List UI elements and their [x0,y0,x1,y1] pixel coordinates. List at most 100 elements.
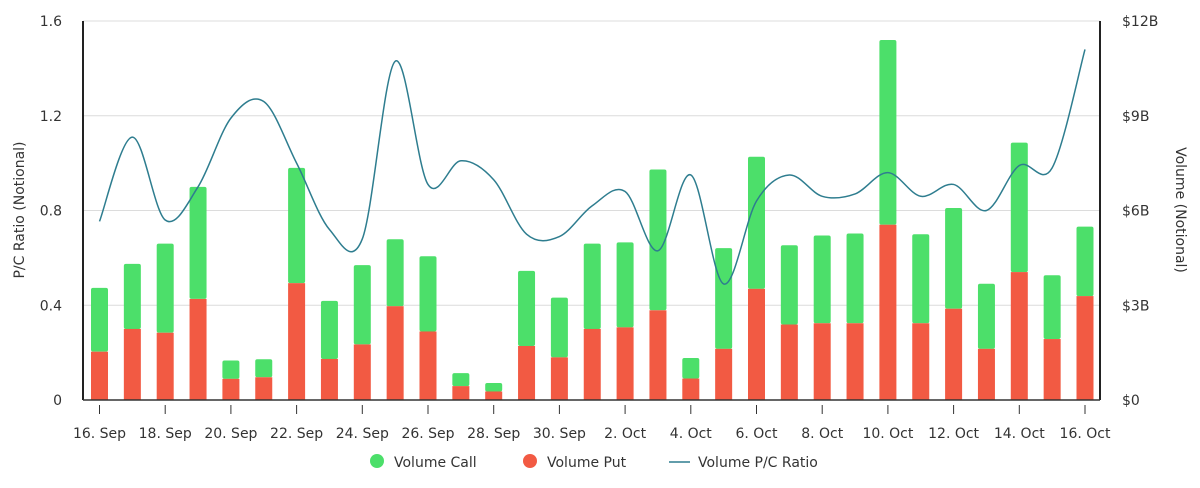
bar-volume-put [1076,296,1094,400]
bar-volume-call [288,167,306,284]
bar-volume-put [715,348,733,400]
bar-volume-put [419,331,437,400]
y-right-axis-title: Volume (Notional) [1172,147,1188,273]
bar-volume-put [222,378,240,400]
x-tick-label: 18. Sep [139,426,192,442]
bar-volume-call [1043,275,1061,340]
y-left-tick-label: 0.8 [40,204,62,220]
bar-volume-put [255,377,273,400]
x-tick-label: 8. Oct [801,426,844,442]
bar-volume-call [320,300,338,359]
y-left-tick-label: 1.6 [40,14,62,30]
legend-item-volume-pc-ratio[interactable]: Volume P/C Ratio [669,455,818,471]
bar-volume-put [616,327,634,400]
ratio-line [98,49,1086,285]
x-tick-label: 6. Oct [735,426,778,442]
bar-volume-put [518,345,536,400]
bar-volume-put [452,386,470,400]
x-tick-label: 16. Sep [73,426,126,442]
bars [91,39,1094,400]
legend-item-volume-call[interactable]: Volume Call [370,454,477,471]
x-tick-label: 4. Oct [670,426,713,442]
bar-volume-call [189,186,207,299]
bar-volume-put [977,348,995,400]
legend: Volume Call Volume Put Volume P/C Ratio [370,454,818,471]
x-tick-label: 20. Sep [204,426,257,442]
bar-volume-call [222,360,240,379]
legend-call-label: Volume Call [394,455,477,471]
bar-volume-call [846,233,864,324]
y-right-tick-label: $6B [1122,204,1149,220]
bar-volume-call [123,263,141,329]
x-tick-label: 10. Oct [862,426,913,442]
bar-volume-call [879,39,897,225]
x-tick-label: 2. Oct [604,426,647,442]
legend-call-marker [370,454,384,468]
bar-volume-put [353,344,371,400]
bar-volume-call [386,239,404,307]
bar-volume-call [813,235,831,324]
bar-volume-call [452,373,470,387]
x-tick-label: 30. Sep [533,426,586,442]
legend-item-volume-put[interactable]: Volume Put [523,454,627,471]
bar-volume-call [583,243,601,329]
bar-volume-put [1010,272,1028,400]
x-tick-label: 12. Oct [928,426,979,442]
legend-put-label: Volume Put [547,455,627,471]
bar-volume-call [715,248,733,349]
bar-volume-call [616,242,634,328]
bar-volume-put [288,283,306,400]
axes: 0 $0 0.4 $3B 0.8 $6B 1.2 $9B 1.6 $12B 16. Sep 18. S… [40,14,1159,442]
bar-volume-call [156,243,174,333]
bar-volume-put [485,391,503,400]
y-left-tick-label: 1.2 [40,109,62,125]
bar-volume-put [912,323,930,400]
bar-volume-put [91,351,108,400]
bar-volume-put [682,378,700,400]
bar-volume-call [91,287,108,352]
bar-volume-put [189,298,207,400]
bar-volume-call [682,357,700,379]
bar-volume-call [255,359,273,378]
y-left-axis-title: P/C Ratio (Notional) [12,141,28,278]
x-tick-label: 14. Oct [994,426,1045,442]
bar-volume-put [550,357,568,400]
bar-volume-call [485,382,503,392]
bar-volume-call [550,297,568,358]
bar-volume-put [156,332,174,400]
bar-volume-call [353,265,371,345]
bar-volume-call [748,156,765,289]
legend-ratio-label: Volume P/C Ratio [698,455,818,471]
y-right-tick-label: $3B [1122,298,1149,314]
bar-volume-put [123,328,141,400]
bar-volume-put [320,358,338,400]
x-tick-label: 24. Sep [336,426,389,442]
x-tick-label: 16. Oct [1060,426,1111,442]
bar-volume-call [1076,226,1094,297]
bar-volume-put [945,308,963,400]
bar-volume-put [1043,339,1061,400]
x-tick-label: 26. Sep [401,426,454,442]
x-tick-label: 28. Sep [467,426,520,442]
bar-volume-call [1010,142,1028,273]
legend-put-marker [523,454,537,468]
bar-volume-put [748,288,765,400]
y-left-tick-label: 0.4 [40,298,62,314]
bar-volume-put [879,224,897,400]
line-volume-pc-ratio [98,49,1086,285]
bar-volume-put [649,310,667,400]
bar-volume-put [846,323,864,400]
bar-volume-put [813,323,831,400]
bar-volume-put [780,324,798,400]
y-right-tick-label: $0 [1122,393,1140,409]
y-right-tick-label: $12B [1122,14,1158,30]
bar-volume-put [583,328,601,400]
y-left-tick-label: 0 [53,393,62,409]
bar-volume-call [977,283,995,349]
bar-volume-call [945,207,963,309]
bar-volume-call [780,245,798,325]
y-right-tick-label: $9B [1122,109,1149,125]
bar-volume-call [518,270,536,346]
bar-volume-put [386,306,404,400]
